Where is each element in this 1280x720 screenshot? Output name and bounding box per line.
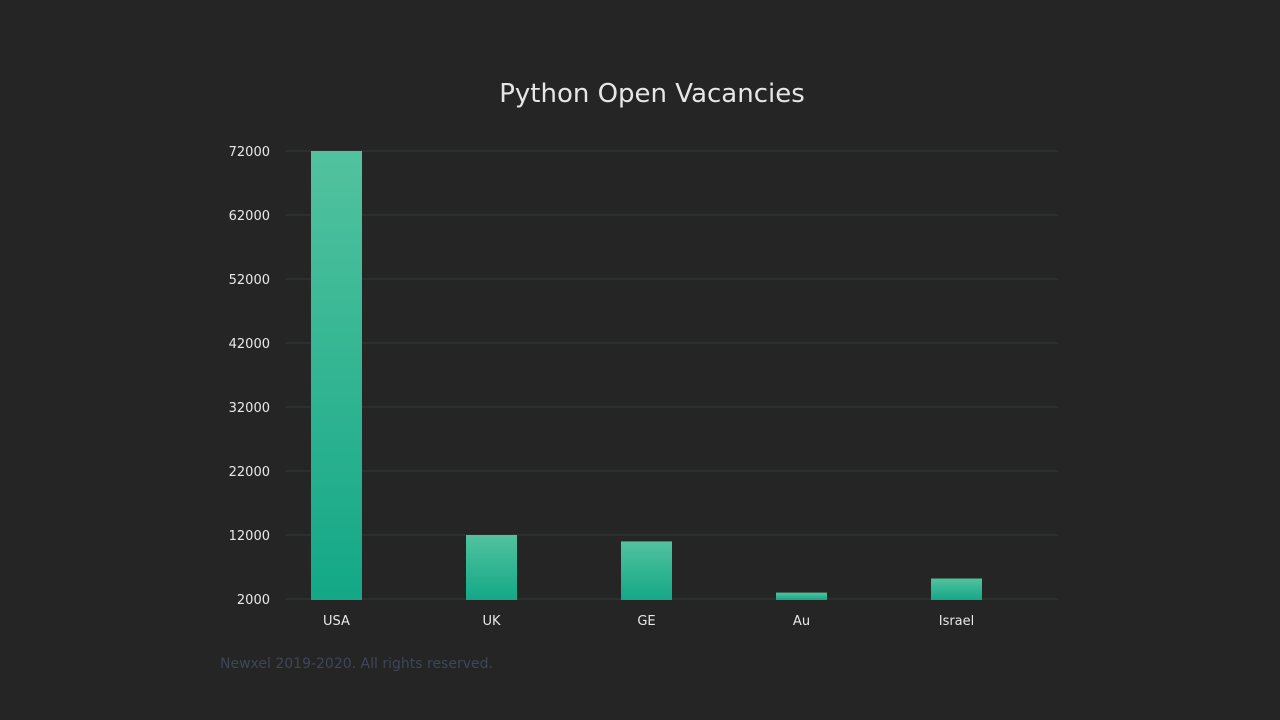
footer-copyright: Newxel 2019-2020. All rights reserved. (220, 656, 493, 672)
y-tick-label: 2000 (237, 593, 270, 608)
y-tick-label: 72000 (229, 145, 270, 160)
bar-uk (466, 535, 517, 600)
x-category-label: UK (482, 614, 501, 629)
bar-israel (931, 578, 982, 600)
x-category-label: GE (637, 614, 655, 629)
y-tick-label: 22000 (229, 465, 270, 480)
x-category-label: USA (323, 614, 350, 629)
y-axis-ticks: 2000 12000 22000 32000 42000 52000 62000 72000 (229, 145, 270, 608)
bars (311, 151, 982, 600)
bar-ge (621, 541, 672, 600)
y-tick-label: 42000 (229, 337, 270, 352)
y-tick-label: 62000 (229, 209, 270, 224)
chart-title: Python Open Vacancies (499, 79, 805, 109)
x-category-label: Israel (939, 614, 975, 629)
bar-au (776, 592, 827, 600)
y-tick-label: 12000 (229, 529, 270, 544)
bar-usa (311, 151, 362, 600)
y-tick-label: 32000 (229, 401, 270, 416)
grid-lines (285, 150, 1058, 600)
x-category-label: Au (793, 614, 810, 629)
y-tick-label: 52000 (229, 273, 270, 288)
x-axis-labels: USA UK GE Au Israel (323, 614, 974, 629)
